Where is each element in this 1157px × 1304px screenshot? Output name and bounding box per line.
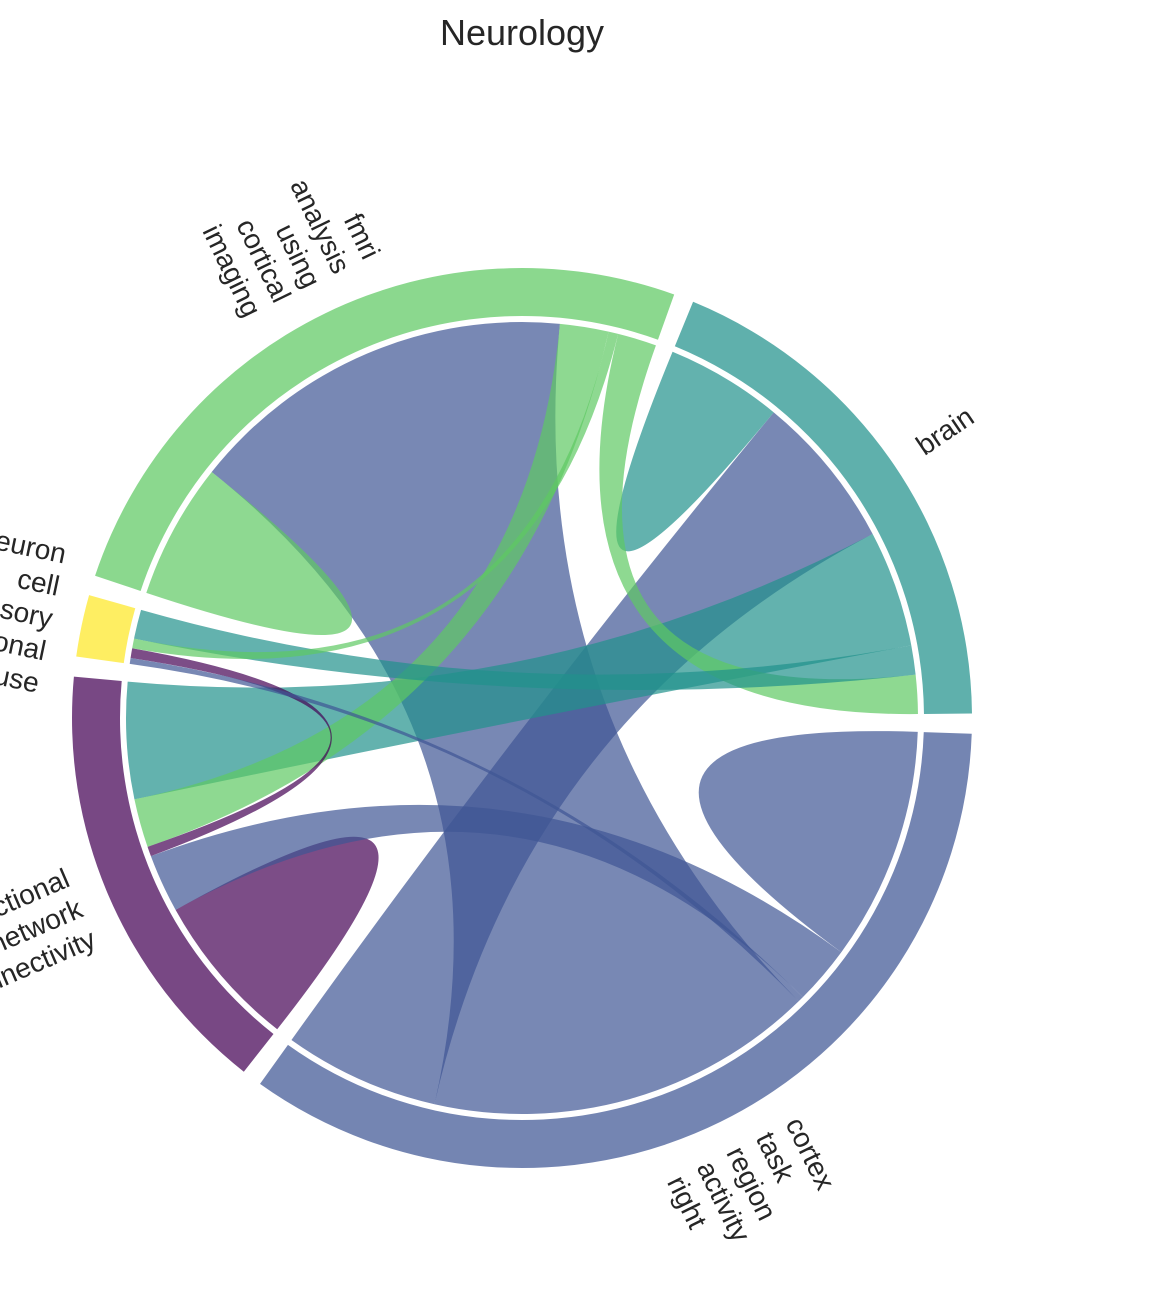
arc-neuron (76, 595, 136, 664)
arc-brain (674, 301, 972, 714)
ribbon-brain-brain (616, 351, 774, 552)
ribbon-functional-functional (175, 836, 379, 1030)
label-brain: brain (910, 401, 979, 462)
ribbon-neuron-brain (134, 609, 916, 690)
ribbon-functional-fmri (134, 323, 609, 847)
arc-cortex (260, 732, 972, 1168)
ribbon-fmri-fmri (146, 472, 353, 636)
ribbon-cortex-functional (150, 804, 842, 998)
arc-fmri (95, 268, 675, 591)
ribbon-cortex-cortex (698, 731, 918, 953)
chart-title: Neurology (440, 12, 604, 53)
label-fmri: fmrianalysisusingcorticalimaging (195, 159, 386, 321)
label-line: neuron (0, 521, 69, 569)
ribbon-cortex-brain (291, 412, 873, 1105)
label-neuron: neuroncellsensoryneuronalmouse (0, 517, 69, 699)
chord-ribbons (126, 322, 918, 1115)
label-functional: functionalnetworkconnectivity (0, 862, 101, 1009)
label-line: brain (910, 401, 979, 462)
arc-functional (72, 676, 274, 1072)
ribbon-fmri-brain (599, 333, 918, 715)
group-arcs (72, 268, 972, 1168)
